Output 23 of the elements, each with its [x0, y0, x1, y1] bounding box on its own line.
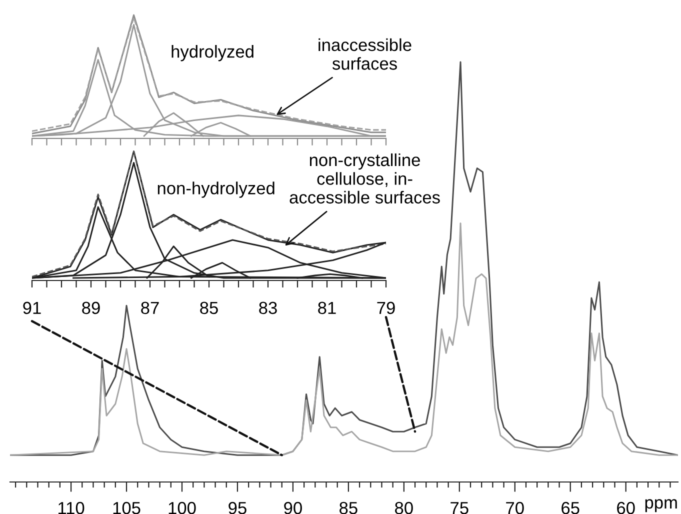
- annotation: inaccessible surfaces: [318, 38, 412, 70]
- x-tick-label: 85: [340, 502, 358, 514]
- annotation: non-crystalline cellulose, in- accessible surfaces: [290, 153, 440, 204]
- x-tick-label: 83: [259, 302, 277, 314]
- x-axis-title: ppm: [645, 499, 677, 512]
- x-tick-label: 60: [617, 502, 635, 514]
- x-tick-label: 75: [450, 502, 468, 514]
- x-tick-label: 105: [113, 502, 140, 514]
- annotation: hydrolyzed: [172, 45, 254, 62]
- x-tick-label: 70: [506, 502, 524, 514]
- x-tick-label: 89: [82, 302, 100, 314]
- x-tick-label: 95: [228, 502, 246, 514]
- x-tick-label: 90: [284, 502, 302, 514]
- x-tick-label: 80: [395, 502, 413, 514]
- x-tick-label: 110: [58, 502, 84, 514]
- x-tick-label: 81: [318, 302, 336, 314]
- x-tick-label: 100: [168, 502, 196, 514]
- x-tick-label: 87: [141, 302, 159, 314]
- x-tick-label: 65: [562, 502, 580, 514]
- x-tick-label: 85: [200, 302, 218, 314]
- annotation: non-hydrolyzed: [158, 182, 274, 198]
- x-tick-label: 91: [23, 302, 41, 314]
- x-tick-label: 79: [377, 302, 395, 314]
